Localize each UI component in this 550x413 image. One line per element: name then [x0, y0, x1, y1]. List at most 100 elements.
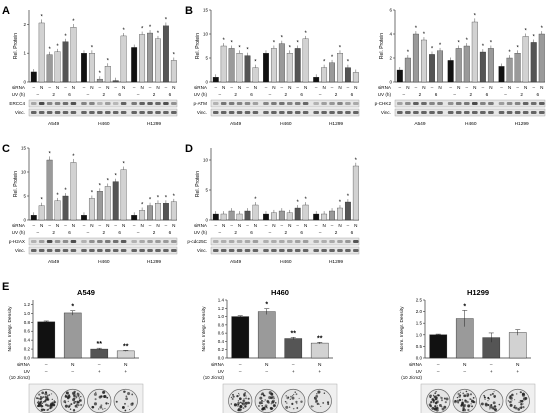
- colony: [41, 402, 44, 405]
- significance-star: *: [339, 45, 342, 51]
- cell-line-label: H1299: [329, 121, 343, 127]
- blot-band: [81, 111, 87, 114]
- blot-band: [287, 240, 293, 243]
- colony: [266, 400, 269, 403]
- sirna-label: siRNA: [12, 85, 26, 90]
- blot-band: [163, 249, 169, 252]
- bar: [62, 195, 69, 221]
- sirna-value: N: [156, 223, 159, 228]
- bar: [263, 53, 269, 83]
- blot-band: [263, 102, 269, 105]
- uv-value: 2: [470, 92, 473, 97]
- colony: [484, 403, 488, 407]
- bar: [38, 22, 45, 83]
- significance-star: *: [439, 43, 442, 49]
- significance-star: **: [123, 343, 129, 350]
- colony: [326, 401, 330, 404]
- colony: [520, 406, 523, 409]
- sirna-value: N: [140, 223, 143, 228]
- blot-band: [131, 249, 137, 252]
- colony: [288, 406, 291, 408]
- blot-band: [413, 111, 419, 114]
- bar: [220, 213, 227, 221]
- colony: [70, 403, 73, 406]
- bar: [112, 80, 119, 83]
- sirna-value: –: [99, 85, 102, 90]
- vinc-label: Vinc.: [15, 110, 25, 115]
- y-tick-label: 10: [203, 32, 209, 37]
- cell-line-label: H1299: [147, 121, 161, 127]
- blot-band: [120, 111, 127, 114]
- y-tick-label: 0: [23, 80, 26, 85]
- colony: [35, 397, 38, 400]
- blot-band: [220, 102, 227, 105]
- significance-star: *: [41, 14, 44, 20]
- cell-line-label: H1299: [515, 121, 529, 127]
- significance-star: *: [107, 179, 110, 185]
- sirna-value: N: [489, 85, 492, 90]
- bar: [54, 200, 61, 221]
- colony: [41, 405, 44, 408]
- blot-band: [89, 111, 95, 114]
- blot-band: [279, 111, 285, 114]
- colony: [466, 392, 470, 396]
- sirna-value: N: [288, 85, 291, 90]
- sirna-value: N: [90, 85, 93, 90]
- colony: [46, 404, 50, 407]
- y-tick-label: 0.8: [24, 320, 31, 325]
- colony: [98, 408, 100, 410]
- blot-band: [46, 249, 53, 252]
- panel-label-e: E: [2, 281, 9, 293]
- sirna-value: –: [83, 85, 86, 90]
- significance-star: *: [466, 38, 469, 44]
- significance-star: *: [122, 162, 125, 168]
- significance-star: *: [289, 45, 292, 51]
- colony: [236, 394, 239, 398]
- colony: [441, 407, 445, 411]
- colony: [454, 400, 457, 402]
- colony: [435, 390, 437, 393]
- significance-star: *: [265, 302, 268, 309]
- blot-band: [147, 111, 153, 114]
- uv-value: 2: [52, 230, 55, 235]
- vinc-blot: [210, 246, 360, 255]
- uv-value: –: [45, 370, 48, 375]
- blot-band: [105, 249, 111, 252]
- colony: [74, 404, 78, 408]
- colony: [63, 400, 67, 404]
- sirna-value: N: [56, 85, 59, 90]
- sirna-value: –: [265, 85, 268, 90]
- significance-star: *: [141, 27, 144, 33]
- bar: [487, 48, 494, 83]
- colony: [237, 392, 240, 395]
- colony: [80, 395, 82, 398]
- blot-band: [271, 111, 277, 114]
- blot-band: [97, 240, 103, 243]
- sirna-value: N: [406, 85, 409, 90]
- blot-band: [313, 249, 319, 252]
- colony: [432, 394, 435, 397]
- y-tick-label: 0.0: [24, 356, 31, 361]
- significance-star: *: [91, 191, 94, 197]
- colony: [271, 395, 275, 399]
- blot-band: [302, 111, 309, 114]
- uv-value: –: [36, 92, 39, 97]
- blot-band: [236, 111, 243, 114]
- colony: [521, 392, 525, 396]
- colony: [94, 398, 97, 401]
- blot-band: [437, 111, 443, 114]
- colony: [244, 401, 248, 405]
- uv-value: 2: [103, 230, 106, 235]
- colony: [471, 405, 473, 408]
- colony: [232, 393, 234, 396]
- blot-band: [139, 102, 145, 105]
- blot-band: [89, 240, 95, 243]
- colony: [72, 392, 76, 396]
- sirna-value: N: [304, 85, 307, 90]
- blot-band: [530, 111, 537, 114]
- uv-value: 6: [169, 230, 172, 235]
- blot-band: [472, 111, 478, 114]
- uv-value: 6: [169, 92, 172, 97]
- colony: [440, 405, 443, 408]
- blot-band: [147, 240, 153, 243]
